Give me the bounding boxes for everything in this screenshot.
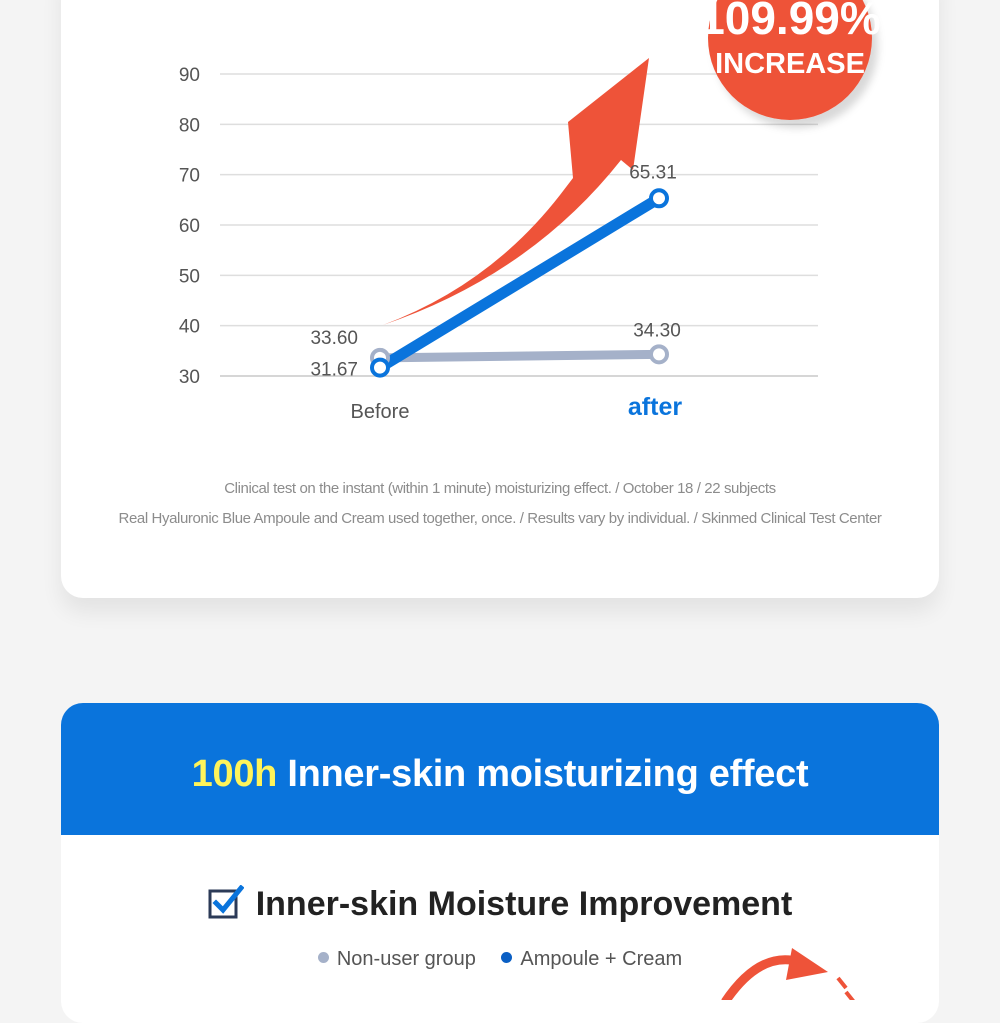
sub-title: Inner-skin Moisture Improvement	[61, 885, 939, 924]
legend-dot	[317, 952, 329, 963]
y-tick-label: 40	[179, 317, 200, 338]
y-tick-label: 70	[179, 166, 200, 187]
series-line	[375, 349, 664, 363]
growth-arrow-icon	[383, 58, 649, 325]
series-line	[374, 192, 665, 374]
curved-arrow-icon	[721, 948, 855, 1000]
title-rest: Inner-skin moisturizing effect	[277, 753, 809, 795]
legend-item-ampoule-cream: Ampoule + Cream	[501, 948, 682, 971]
y-tick-label: 30	[179, 367, 200, 388]
legend-label: Non-user group	[336, 948, 476, 970]
data-point	[649, 188, 669, 209]
x-category-label: after	[628, 393, 682, 421]
callout-text: INCREASE	[715, 48, 865, 80]
section-title: 100h Inner-skin moisturizing effect	[61, 753, 939, 796]
legend-item-non-user: Non-user group	[317, 948, 476, 971]
footnote-line-1: Clinical test on the instant (within 1 m…	[224, 480, 776, 497]
moisture-line-chart: 90 80 70 60 50 40 30 33.60 34.30 31.67 65.31 Befo…	[178, 0, 881, 423]
moisture-section-card: 100h Inner-skin moisturizing effect Inne…	[61, 703, 939, 1023]
sub-title-text: Inner-skin Moisture Improvement	[255, 885, 793, 923]
legend-dot	[501, 952, 513, 963]
data-label: 34.30	[633, 320, 681, 341]
data-point	[649, 344, 669, 365]
chart-legend: Non-user group Ampoule + Cream	[61, 948, 939, 971]
y-tick-label: 90	[179, 65, 200, 86]
section-header	[61, 703, 939, 835]
callout-value: 109.99%	[699, 0, 881, 44]
data-label: 65.31	[629, 162, 677, 183]
legend-label: Ampoule + Cream	[520, 948, 683, 970]
data-label: 33.60	[310, 328, 358, 349]
data-point	[370, 357, 390, 378]
increase-callout	[708, 0, 872, 120]
title-highlight: 100h	[191, 753, 278, 795]
y-tick-label: 60	[179, 216, 200, 237]
x-category-label: Before	[351, 401, 410, 423]
checkbox-check-icon	[208, 885, 244, 919]
data-label: 31.67	[310, 360, 358, 381]
y-tick-label: 50	[179, 266, 200, 287]
y-tick-label: 80	[179, 115, 200, 136]
footnote-line-2: Real Hyaluronic Blue Ampoule and Cream u…	[118, 510, 882, 527]
